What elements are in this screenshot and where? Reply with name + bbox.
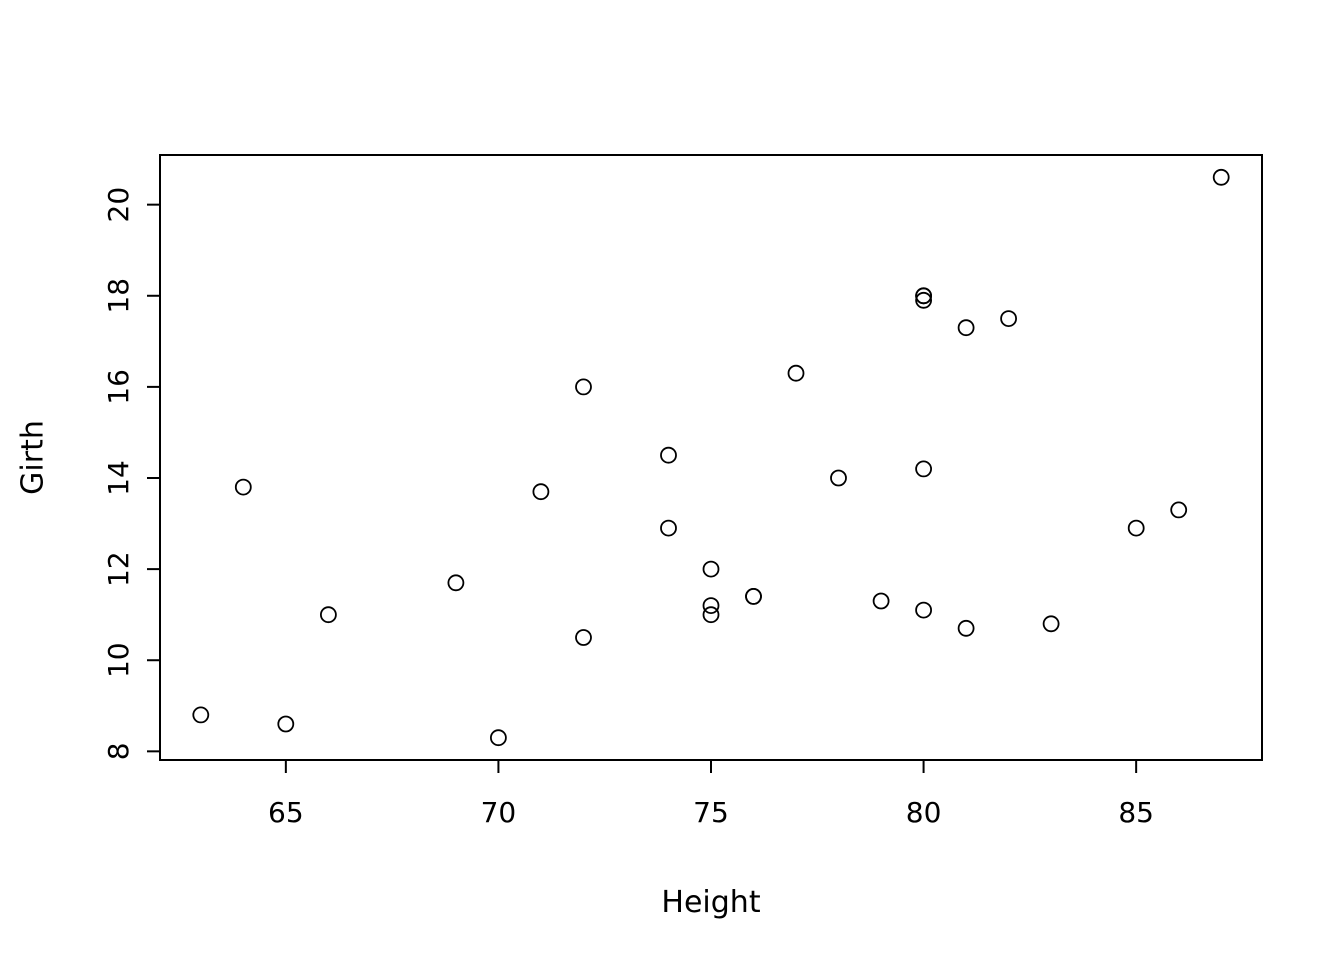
x-tick-label: 80 [906,796,942,829]
data-point [830,469,847,487]
y-tick-label: 20 [102,187,135,223]
plot-border [159,154,1263,761]
x-tick-label: 85 [1118,796,1154,829]
data-point [192,706,210,724]
x-tick-label: 65 [268,796,304,829]
x-tick-label: 75 [693,796,729,829]
y-tick-label: 8 [102,742,135,760]
data-point [872,592,890,610]
data-point [234,478,252,496]
data-point [660,519,677,537]
y-tick-label: 16 [102,369,135,405]
y-tick-label: 14 [102,460,135,496]
data-point [1212,168,1230,186]
data-point [915,291,932,309]
x-tick-label: 70 [481,796,517,829]
data-point [915,460,932,478]
data-point [915,287,932,305]
data-point [702,560,720,578]
y-tick-label: 18 [102,278,135,314]
data-point [745,588,762,605]
data-point [319,606,337,624]
data-point [702,597,720,614]
y-axis-label: Girth [16,420,51,495]
data-point [660,446,677,464]
data-point [787,364,805,382]
x-axis-label: Height [661,885,760,920]
data-point [575,629,592,646]
data-point [957,319,975,337]
data-point [277,715,295,733]
data-point [489,729,507,747]
data-point [957,619,975,637]
data-point [1127,519,1145,537]
data-point [1000,310,1017,328]
data-point [1170,501,1188,519]
y-tick-label: 12 [102,551,135,587]
data-point [447,574,465,592]
data-point [702,606,720,624]
data-point [575,378,592,396]
data-point [1042,615,1060,633]
data-point [915,601,932,619]
data-point [532,483,550,501]
y-tick-label: 10 [102,642,135,678]
